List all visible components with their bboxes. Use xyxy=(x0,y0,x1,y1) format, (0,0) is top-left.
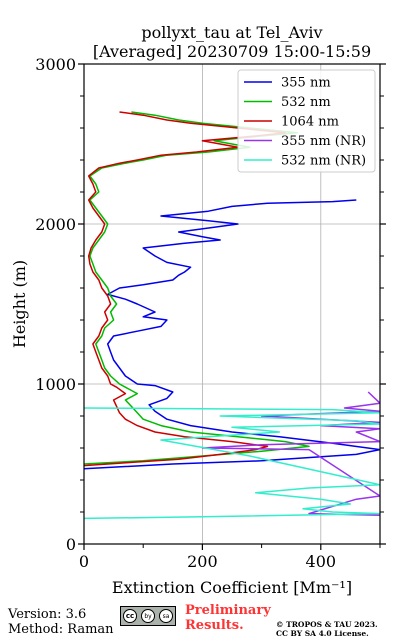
y-tick-label: 2000 xyxy=(35,215,76,234)
legend-label-1: 532 nm xyxy=(281,95,331,110)
legend-box xyxy=(237,69,376,173)
license-text: CC BY SA 4.0 License. xyxy=(276,629,369,638)
series-line-0 xyxy=(84,199,380,470)
legend: 355 nm 532 nm 1064 nm 355 nm (NR) 532 nm (NR… xyxy=(237,69,376,173)
series-lines xyxy=(84,111,380,520)
y-tick-label: 3000 xyxy=(35,55,76,74)
version-text: Version: 3.6 xyxy=(8,607,87,622)
series-line-3 xyxy=(201,391,380,516)
chart-title: pollyxt_tau at Tel_Aviv xyxy=(141,23,322,42)
series-line-1 xyxy=(84,111,310,465)
by-icon: by xyxy=(141,609,155,623)
sa-icon: sa xyxy=(159,609,173,623)
x-tick-label: 400 xyxy=(306,552,337,571)
method-text: Method: Raman xyxy=(8,622,114,637)
x-tick-label: 0 xyxy=(79,552,89,571)
cc-icon: cc xyxy=(123,609,137,623)
legend-label-0: 355 nm xyxy=(281,76,331,91)
results-label: Results. xyxy=(185,618,244,633)
preliminary-label: Preliminary xyxy=(185,603,271,618)
series-line-4 xyxy=(84,407,380,520)
x-axis-label: Extinction Coefficient [Mm⁻¹] xyxy=(112,578,352,597)
chart-subtitle: [Averaged] 20230709 15:00-15:59 xyxy=(93,42,371,61)
plot-frame xyxy=(83,63,381,545)
y-axis-label: Height (m) xyxy=(10,260,29,348)
legend-label-4: 532 nm (NR) xyxy=(281,154,366,169)
series-line-2 xyxy=(84,111,287,467)
copyright-text: © TROPOS & TAU 2023. xyxy=(276,620,378,629)
x-tick-label: 200 xyxy=(187,552,218,571)
legend-label-3: 355 nm (NR) xyxy=(281,134,366,149)
y-tick-label: 1000 xyxy=(35,375,76,394)
axis-ticks: 0 200 400 0 1000 2000 3000 xyxy=(35,55,386,571)
cc-by-sa-badge: cc by sa xyxy=(120,606,176,626)
y-tick-label: 0 xyxy=(66,535,76,554)
legend-label-2: 1064 nm xyxy=(281,115,339,130)
